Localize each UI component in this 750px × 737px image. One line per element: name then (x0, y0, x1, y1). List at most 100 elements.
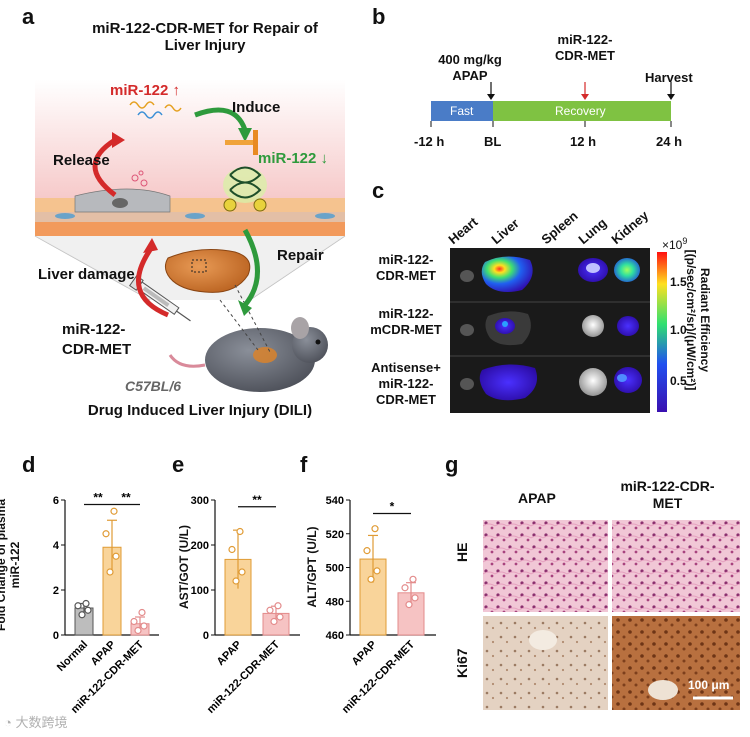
y-tick-label: 540 (326, 495, 344, 507)
ki67-treatment-image (612, 616, 740, 710)
repair-label: Repair (277, 247, 324, 264)
y-tick-label: 300 (191, 495, 209, 507)
y-tick-label: 520 (326, 529, 344, 541)
y-tick-label: 0 (53, 630, 59, 642)
release-arrow (92, 137, 117, 197)
data-point (134, 626, 142, 635)
data-point (401, 584, 409, 592)
histology-row-ki67: Ki67 (454, 648, 470, 678)
y-tick-label: 100 (191, 585, 209, 597)
injected-drug-line1: miR-122- (62, 321, 126, 338)
data-point (266, 606, 274, 614)
organ-spleen: Spleen (538, 208, 581, 247)
mir122-up-label: miR-122 ↑ (110, 82, 181, 99)
row-3-line2: miR-122- (378, 376, 434, 391)
recovery-label: Recovery (555, 104, 606, 118)
chart-e-ylabel: AST/GOT (U/L) (177, 525, 191, 609)
colorbar-multiplier: ×109 (662, 236, 688, 252)
y-tick-label: 0 (203, 630, 209, 642)
tick-bl: BL (484, 134, 502, 149)
fast-bar (431, 101, 493, 121)
repair-arrow (242, 228, 260, 307)
watermark-icon: ◔ (4, 715, 12, 730)
significance-marker: ** (252, 493, 262, 507)
histology-col-treatment-line1: miR-122-CDR- (620, 478, 715, 494)
tick-24h: 24 h (656, 134, 683, 149)
significance-marker: ** (93, 491, 103, 505)
background-gradient (35, 80, 345, 200)
row-label-1: miR-122- CDR-MET (366, 252, 446, 284)
up-arrow-icon: ↑ (172, 82, 181, 99)
colorbar (657, 252, 667, 412)
recovery-bar (493, 101, 671, 121)
histology-col-treatment-line2: MET (652, 495, 683, 511)
injection-line1: miR-122- (557, 32, 613, 47)
panel-a-label: a (22, 4, 35, 29)
injection-label: miR-122- CDR-MET (535, 32, 635, 64)
row-1-line1: miR-122- (378, 252, 434, 267)
x-tick-label-1: miR-122-CDR-MET (205, 638, 282, 715)
row-3-line1: Antisense+ (371, 360, 441, 375)
significance-marker: * (390, 500, 395, 514)
injection-line2: CDR-MET (555, 48, 615, 63)
x-tick-label-0: APAP (350, 639, 380, 669)
y-tick-label: 4 (53, 540, 60, 552)
row-1-line2: CDR-MET (376, 268, 436, 283)
mir122-down-label: miR-122 ↓ (258, 150, 329, 167)
data-point (130, 617, 138, 626)
chart-d-ylabel-line2: miR-122 (8, 541, 22, 589)
tick-12h: 12 h (570, 134, 597, 149)
data-point (110, 507, 118, 515)
y-tick-label: 480 (326, 596, 344, 608)
colorbar-tick-0.5: 0.5 (670, 374, 687, 388)
row-label-3: Antisense+ miR-122- CDR-MET (362, 360, 450, 408)
colorbar-label: Radiant Efficiency [(p/sec/cm²/sr)/(μW/c… (684, 215, 712, 425)
release-label: Release (53, 152, 110, 169)
data-point (78, 611, 86, 619)
data-point (74, 602, 82, 610)
induce-label: Induce (232, 99, 281, 116)
down-arrow-icon: ↓ (320, 150, 329, 167)
histology-row-he: HE (454, 542, 470, 562)
data-point (405, 601, 413, 609)
data-point (228, 545, 236, 554)
data-point (371, 525, 379, 533)
ki67-apap-image (483, 616, 608, 710)
ivis-image (450, 248, 650, 413)
injected-drug-label: miR-122- CDR-MET (62, 320, 131, 360)
row-2-line2: mCDR-MET (370, 322, 442, 337)
fast-label: Fast (450, 104, 474, 118)
he-apap-image (483, 520, 608, 612)
colorbar-label-title: Radiant Efficiency (698, 267, 712, 373)
y-tick-label: 500 (326, 563, 344, 575)
colorbar-tick-1.5: 1.5 (670, 275, 687, 289)
x-tick-label-1: miR-122-CDR-MET (340, 638, 417, 715)
chart-d-ylabel: Fold Change of plasma miR-122 (0, 465, 22, 665)
injected-drug-line2: CDR-MET (62, 341, 132, 358)
panel-f-label: f (300, 452, 308, 477)
data-point (140, 622, 148, 630)
colorbar-label-units: [(p/sec/cm²/sr)/(μW/cm²)] (684, 249, 698, 391)
panel-d-label: d (22, 452, 36, 477)
data-point (82, 599, 90, 608)
data-point (106, 568, 114, 576)
organ-liver: Liver (488, 215, 522, 247)
x-tick-label-0: APAP (215, 639, 245, 669)
y-tick-label: 460 (326, 630, 344, 642)
data-point (138, 608, 146, 617)
panel-a-schematic (34, 80, 346, 392)
dose-value: 400 mg/kg (438, 52, 502, 67)
row-2-line1: miR-122- (378, 306, 434, 321)
x-tick-label-0: Normal (55, 639, 90, 674)
data-point (373, 567, 381, 575)
colorbar-tick-1.0: 1.0 (670, 323, 687, 337)
data-point (236, 527, 244, 536)
panel-b-label: b (372, 4, 386, 29)
y-tick-label: 200 (191, 540, 209, 552)
harvest-label: Harvest (645, 70, 693, 85)
y-tick-label: 6 (53, 495, 59, 507)
chart-f-ylabel: ALT/GPT (U/L) (305, 526, 319, 608)
data-point (409, 575, 417, 583)
